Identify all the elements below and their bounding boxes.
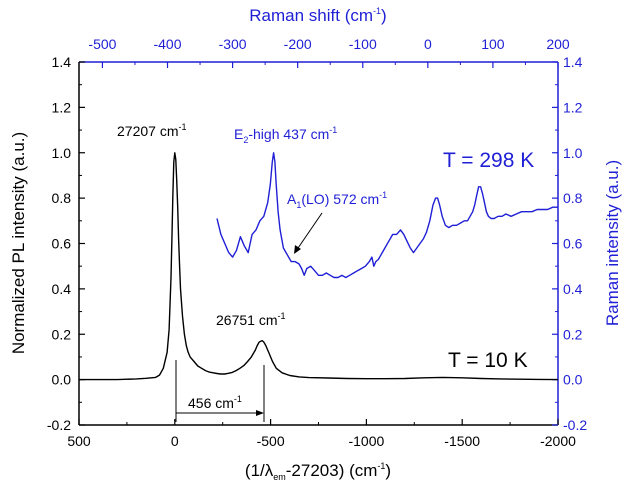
left-tick-label: 0.4 — [52, 281, 72, 297]
shift-arrowhead — [256, 410, 264, 416]
raman-spectrum-line — [216, 152, 558, 279]
right-tick-label: 1.0 — [563, 145, 583, 161]
right-tick-label: 1.2 — [563, 99, 583, 115]
shift-marker — [175, 360, 265, 422]
top-tick-label: 0 — [424, 36, 432, 52]
left-tick-label: 0.0 — [52, 372, 72, 388]
top-axis-title: Raman shift (cm-1) — [249, 6, 386, 25]
shift-label: 456 cm-1 — [188, 394, 242, 411]
left-tick-label: 0.8 — [52, 190, 72, 206]
temp-10k-label: T = 10 K — [448, 349, 528, 372]
top-tick-label: -400 — [153, 36, 181, 52]
left-tick-label: -0.2 — [47, 417, 71, 433]
bottom-tick-label: -2000 — [540, 433, 576, 449]
top-tick-label: -100 — [349, 36, 377, 52]
e2-label: E2-high 437 cm-1 — [234, 125, 337, 145]
right-tick-label: -0.2 — [563, 417, 587, 433]
left-axis-title: Normalized PL intensity (a.u.) — [9, 132, 28, 354]
right-tick-label: 0.8 — [563, 190, 583, 206]
pl-spectrum-line — [79, 152, 559, 381]
right-tick-label: 0.0 — [563, 372, 583, 388]
bottom-tick-label: -500 — [257, 433, 285, 449]
right-tick-label: 0.2 — [563, 326, 583, 342]
bottom-tick-label: 0 — [171, 433, 179, 449]
top-tick-label: -500 — [88, 36, 116, 52]
right-tick-label: 1.4 — [563, 54, 583, 70]
top-tick-label: 200 — [546, 36, 570, 52]
top-tick-label: 100 — [481, 36, 505, 52]
right-tick-label: 0.4 — [563, 281, 583, 297]
left-tick-label: 1.0 — [52, 145, 72, 161]
left-tick-label: 1.2 — [52, 99, 72, 115]
bottom-axis-title: (1/λem-27203) (cm-1) — [245, 461, 391, 482]
a1-pointer-line — [295, 212, 323, 252]
right-axis-title: Raman intensity (a.u.) — [603, 160, 622, 326]
right-tick-label: 0.6 — [563, 236, 583, 252]
a1-label: A1(LO) 572 cm-1 — [287, 190, 387, 210]
peak2-label: 26751 cm-1 — [216, 311, 286, 328]
peak1-label: 27207 cm-1 — [117, 122, 187, 139]
left-tick-label: 0.2 — [52, 326, 72, 342]
bottom-tick-label: -1000 — [348, 433, 384, 449]
bottom-tick-label: -1500 — [444, 433, 480, 449]
bottom-tick-label: 500 — [67, 433, 91, 449]
top-tick-label: -300 — [219, 36, 247, 52]
a1-pointer-head — [294, 245, 301, 254]
top-tick-label: -200 — [284, 36, 312, 52]
left-tick-label: 1.4 — [52, 54, 72, 70]
left-tick-label: 0.6 — [52, 236, 72, 252]
temp-298k-label: T = 298 K — [443, 149, 534, 172]
